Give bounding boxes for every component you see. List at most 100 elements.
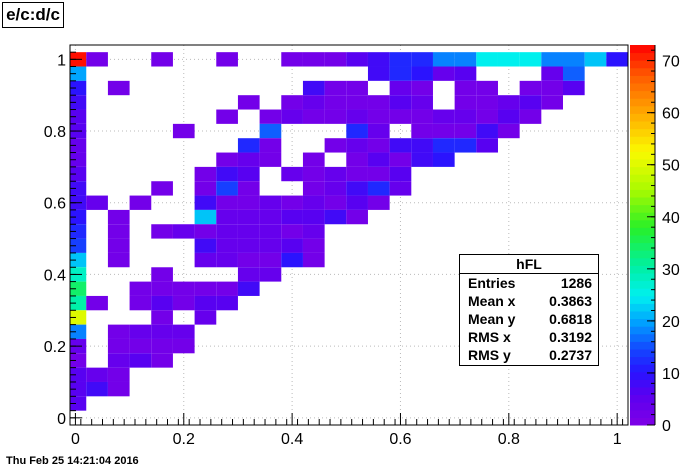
palette-segment [630,113,655,122]
heatmap-cell [324,166,347,182]
axes: 00 0.2 0.2 0.4 0.4 0.6 0.6 0.8 0.8 1 1 [44,44,624,448]
heatmap-cell [519,80,542,96]
heatmap-cell [151,224,173,239]
heatmap-cell [259,224,282,239]
heatmap-cell [172,338,195,354]
palette-tick-label: 70 [662,54,680,71]
heatmap-cell [519,109,542,124]
heatmap-cell [151,281,173,296]
heatmap-cell [346,181,368,196]
palette-segment [630,45,655,54]
chart-title: e/c:d/c [2,2,64,28]
stats-row: Entries 1286 [460,274,598,292]
heatmap-cell [86,367,108,382]
heatmap-cell [172,123,195,139]
heatmap-cell [259,267,282,282]
palette-segment [630,189,655,198]
heatmap-cell [194,281,217,296]
stats-value: 0.3863 [549,293,592,309]
heatmap-cell [476,95,498,110]
heatmap-cell [346,152,368,167]
heatmap-cell [389,52,412,67]
palette-segment [630,242,655,251]
heatmap-cell [70,295,87,311]
stats-label: Mean x [468,293,516,309]
heatmap-cell [411,138,433,153]
heatmap-cell [367,109,390,124]
heatmap-cell [454,138,477,153]
heatmap-cell [302,252,325,268]
heatmap-cell [237,267,260,282]
heatmap-cell [541,52,563,67]
heatmap-cell [216,195,238,210]
palette-segment [630,181,655,190]
heatmap-cell [411,66,433,81]
heatmap-cell [70,238,87,253]
stats-row: RMS x 0.3192 [460,328,598,346]
heatmap-cell [216,181,238,196]
palette-segment [630,387,655,396]
heatmap-cell [129,324,152,339]
palette-segment [630,212,655,221]
x-tick-label: 0 [71,431,80,448]
heatmap-cell [194,238,217,253]
y-tick-label: 0.6 [44,196,66,213]
y-tick-label: 0.4 [44,267,66,284]
heatmap-cell [70,324,87,339]
heatmap-cell [281,252,303,268]
heatmap-cell [432,109,455,124]
palette-segment [630,90,655,99]
heatmap-cell [194,295,217,311]
heatmap-cell [259,109,282,124]
heatmap-cell [194,252,217,268]
heatmap-cell [70,166,87,182]
heatmap-cell [606,52,628,67]
heatmap-cell [107,324,130,339]
heatmap-cell [70,80,87,96]
heatmap-cell [70,95,87,110]
heatmap-cell [541,95,563,110]
heatmap-cell [454,95,477,110]
palette-tick-label: 30 [662,262,680,279]
palette-segment [630,52,655,61]
palette-segment [630,204,655,213]
color-palette: 0 10 20 30 40 50 60 70 [630,45,680,435]
heatmap-cell [237,224,260,239]
heatmap-cell [281,95,303,110]
heatmap-cell [70,381,87,397]
heatmap-cell [70,281,87,296]
heatmap-cell [302,80,325,96]
stats-value: 0.6818 [549,311,592,327]
heatmap-cell [324,138,347,153]
palette-segment [630,250,655,259]
heatmap-cell [411,109,433,124]
x-tick-label: 0.6 [389,431,411,448]
heatmap-cell [107,238,130,253]
palette-segment [630,402,655,411]
heatmap-cell [216,209,238,225]
palette-segment [630,288,655,297]
heatmap-cell [411,95,433,110]
heatmap-cell [367,166,390,182]
heatmap-cell [302,52,325,67]
heatmap-cell [237,209,260,225]
heatmap-cell [302,238,325,253]
heatmap-cell [237,95,260,110]
heatmap-cell [584,52,607,67]
heatmap-cell [237,238,260,253]
heatmap-cell [259,252,282,268]
palette-segment [630,326,655,335]
heatmap-cell [216,109,238,124]
heatmap-cell [346,123,368,139]
heatmap-cell [70,66,87,81]
palette-segment [630,257,655,266]
heatmap-cell [389,152,412,167]
heatmap-cell [194,209,217,225]
palette-tick-label: 0 [662,418,671,435]
stats-name: hFL [460,255,598,274]
y-tick-label: 0.2 [44,339,66,356]
stats-row: RMS y 0.2737 [460,346,598,364]
heatmap-cell [302,152,325,167]
heatmap-cell [324,195,347,210]
stats-label: RMS y [468,347,511,363]
